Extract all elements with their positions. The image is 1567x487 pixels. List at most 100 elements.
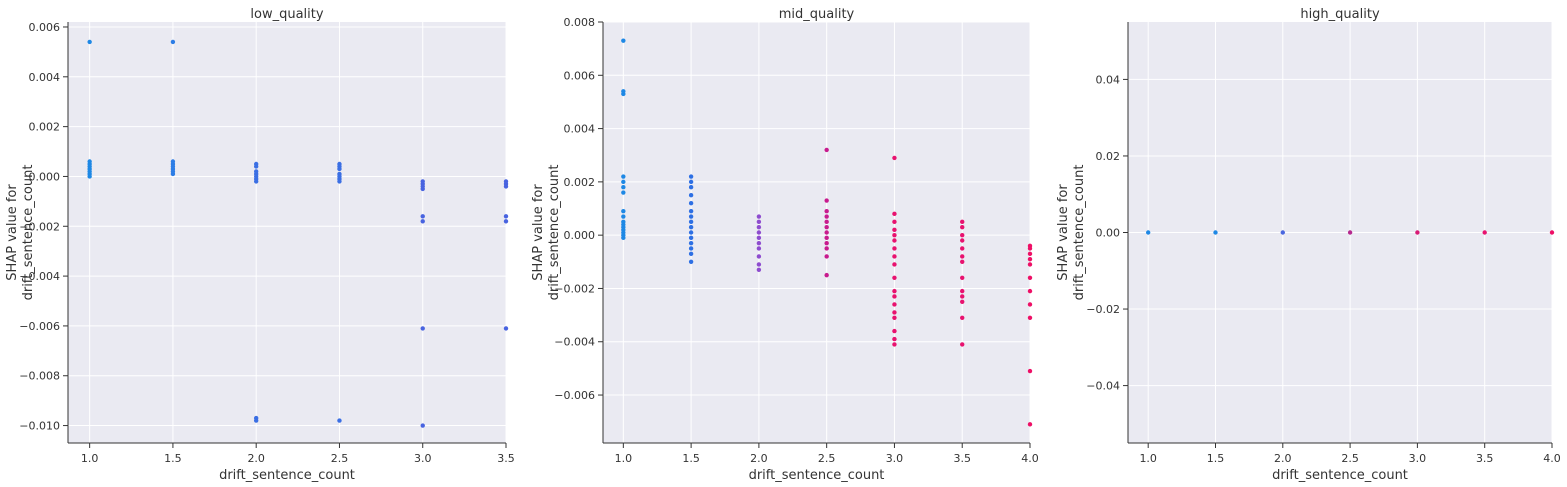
plot-area: [68, 22, 506, 443]
x-tick-label: 1.5: [164, 452, 182, 465]
data-point: [688, 219, 694, 225]
data-point: [688, 174, 694, 179]
data-point: [892, 232, 897, 238]
data-point: [824, 254, 829, 259]
x-tick-label: 3.0: [1409, 452, 1427, 465]
y-axis-label-line: drift_sentence_count: [547, 165, 562, 301]
data-point: [960, 219, 965, 225]
data-point: [253, 179, 259, 184]
data-point: [892, 342, 897, 347]
data-point: [337, 418, 342, 423]
data-point: [824, 246, 829, 251]
data-point: [503, 214, 509, 219]
data-point: [892, 262, 897, 267]
y-tick-label: −0.04: [1086, 380, 1120, 393]
x-tick-label: 2.5: [1341, 452, 1359, 465]
data-point: [1213, 230, 1218, 235]
y-axis-label-line: drift_sentence_count: [1072, 165, 1087, 301]
data-point: [824, 224, 829, 230]
data-point: [503, 184, 509, 189]
data-point: [824, 208, 829, 214]
x-tick-label: 4.0: [1543, 452, 1561, 465]
y-tick-label: 0.006: [564, 69, 596, 82]
data-point: [1415, 230, 1420, 235]
data-point: [621, 38, 626, 43]
data-point: [756, 224, 762, 230]
chart-panel-high_quality: 0.04 0.02 0.00 −0.02 −0.04 1.0 1.5 2.0 2.5 3.0 3.5…: [1056, 7, 1561, 483]
data-point: [892, 246, 897, 251]
data-point: [824, 214, 829, 219]
data-point: [960, 342, 965, 347]
x-tick-label: 3.0: [886, 452, 904, 465]
data-point: [688, 246, 694, 251]
data-point: [892, 288, 897, 294]
x-tick-label: 2.5: [331, 452, 349, 465]
data-point: [892, 238, 897, 243]
data-point: [503, 219, 509, 224]
data-point: [1027, 315, 1033, 320]
data-point: [688, 230, 694, 235]
data-point: [960, 294, 965, 299]
chart-title: mid_quality: [779, 7, 855, 22]
data-point: [960, 238, 965, 243]
chart-title: high_quality: [1300, 7, 1380, 22]
y-axis-label: SHAP value fordrift_sentence_count: [531, 165, 562, 301]
x-tick-label: 1.0: [81, 452, 99, 465]
x-axis-label: drift_sentence_count: [749, 468, 885, 483]
data-point: [960, 224, 965, 230]
y-tick-label: 0.000: [564, 229, 596, 242]
data-point: [621, 235, 626, 241]
data-point: [892, 310, 897, 315]
data-point: [1027, 422, 1033, 427]
data-point: [621, 91, 626, 97]
data-point: [337, 166, 342, 172]
data-point: [1027, 246, 1033, 251]
y-tick-label: 0.006: [29, 21, 61, 34]
data-point: [1280, 230, 1285, 235]
data-point: [960, 315, 965, 320]
data-point: [960, 275, 965, 280]
data-point: [756, 267, 762, 273]
y-tick-label: 0.004: [564, 123, 596, 136]
data-point: [892, 275, 897, 280]
data-point: [892, 315, 897, 320]
data-point: [756, 219, 762, 225]
data-point: [688, 224, 694, 230]
x-tick-label: 1.0: [615, 452, 633, 465]
data-point: [824, 230, 829, 235]
y-tick-label: 0.002: [29, 121, 61, 134]
data-point: [892, 219, 897, 225]
data-point: [337, 179, 342, 184]
data-point: [688, 200, 694, 206]
x-axis-label: drift_sentence_count: [1272, 468, 1408, 483]
data-point: [960, 299, 965, 304]
plot-area: [603, 22, 1030, 443]
y-axis-label-line: drift_sentence_count: [21, 165, 36, 301]
data-point: [420, 326, 425, 331]
y-tick-label: 0.008: [564, 16, 596, 29]
data-point: [688, 251, 694, 257]
data-point: [756, 246, 762, 251]
chart-panel-mid_quality: 0.008 0.006 0.004 0.002 0.000 −0.002 −0.004 −0.…: [531, 7, 1039, 483]
data-point: [621, 208, 626, 214]
data-point: [824, 147, 829, 153]
y-tick-label: −0.004: [19, 270, 60, 283]
y-tick-label: 0.04: [1096, 73, 1121, 86]
data-point: [1027, 256, 1033, 262]
data-point: [1027, 302, 1033, 307]
data-point: [960, 246, 965, 251]
chart-title: low_quality: [250, 7, 323, 22]
x-tick-label: 2.5: [818, 452, 836, 465]
data-point: [688, 179, 694, 185]
data-point: [824, 219, 829, 225]
data-point: [621, 185, 626, 190]
y-tick-label: 0.02: [1096, 150, 1121, 163]
data-point: [824, 235, 829, 241]
y-tick-label: −0.002: [19, 220, 60, 233]
x-tick-label: 1.0: [1139, 452, 1157, 465]
data-point: [87, 174, 92, 179]
data-point: [1027, 368, 1033, 374]
data-point: [756, 240, 762, 246]
y-tick-label: −0.010: [19, 420, 60, 433]
